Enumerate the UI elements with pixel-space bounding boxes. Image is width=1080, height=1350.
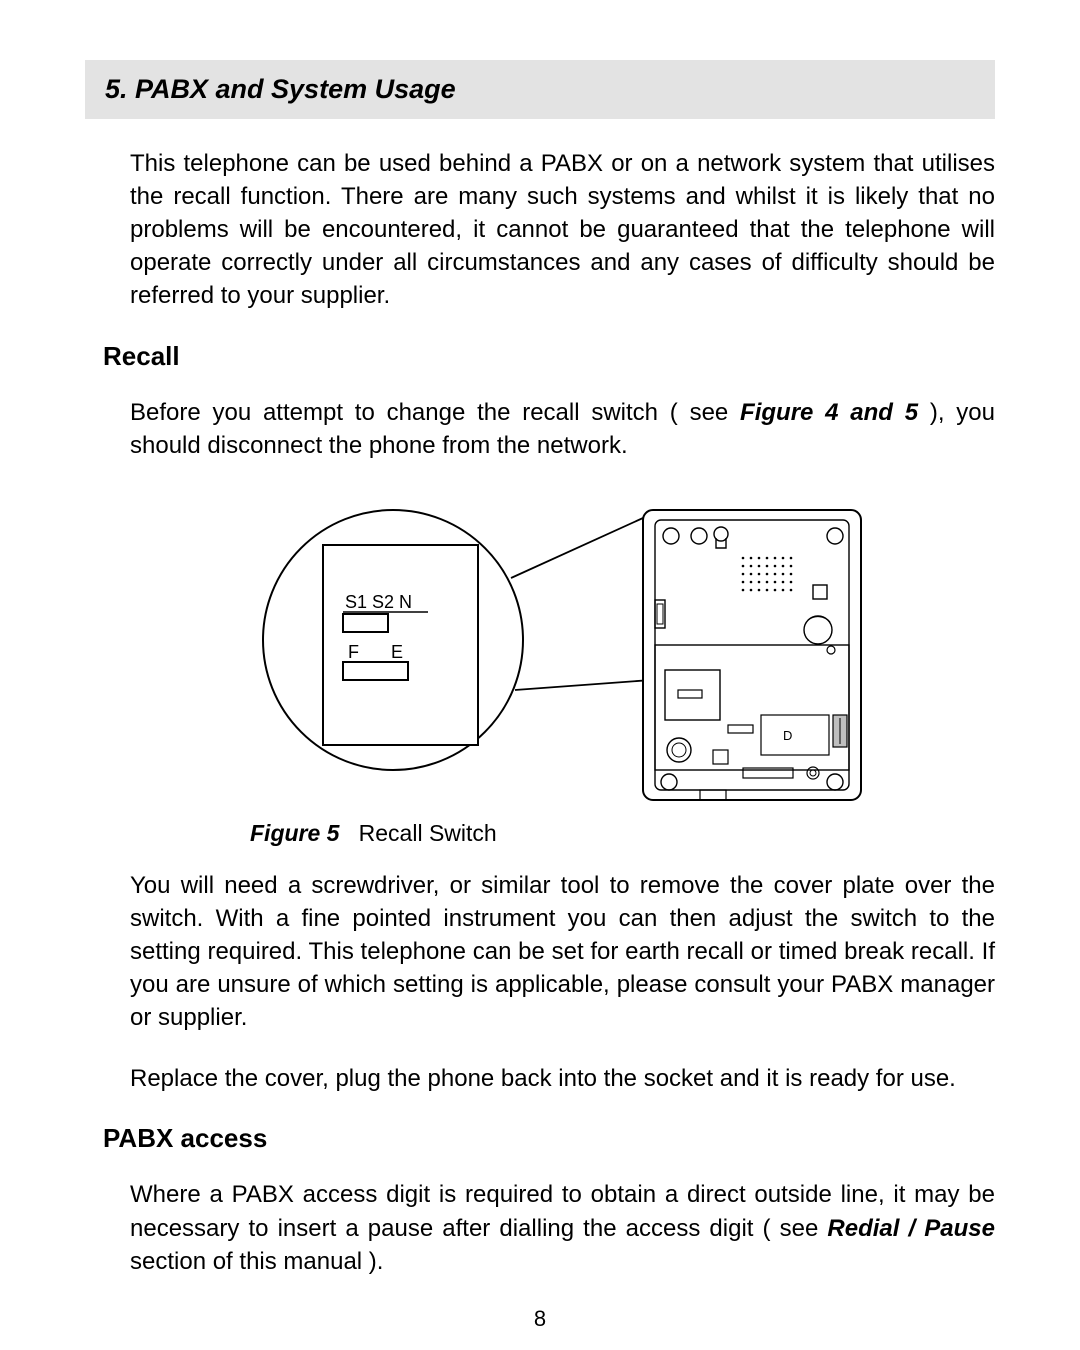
redial-pause-ref: Redial / Pause [827,1215,995,1242]
recall-heading: Recall [103,341,995,372]
svg-text:D: D [783,728,792,743]
recall-switch-diagram: S1 S2 N F E [253,490,873,810]
recall-para1: Before you attempt to change the recall … [130,396,995,462]
recall-para2: You will need a screwdriver, or similar … [130,869,995,1035]
pabx-para-post: section of this manual ). [130,1248,383,1275]
figure-caption: Figure 5 Recall Switch [250,820,497,847]
switch-label-row1: S1 S2 N [345,592,412,612]
figure-label: Figure 5 [250,820,339,846]
pabx-heading: PABX access [103,1123,995,1154]
page-number: 8 [85,1306,995,1332]
recall-para1-pre: Before you attempt to change the recall … [130,399,740,426]
section-header: 5. PABX and System Usage [85,60,995,119]
intro-paragraph: This telephone can be used behind a PABX… [130,147,995,313]
figure-ref: Figure 4 and 5 [740,399,918,426]
recall-para3: Replace the cover, plug the phone back i… [130,1062,995,1095]
switch-label-e: E [391,642,403,662]
figure-caption-text: Recall Switch [359,820,497,846]
figure-5: S1 S2 N F E [130,490,995,847]
switch-label-f: F [348,642,359,662]
pabx-para: Where a PABX access digit is required to… [130,1178,995,1277]
